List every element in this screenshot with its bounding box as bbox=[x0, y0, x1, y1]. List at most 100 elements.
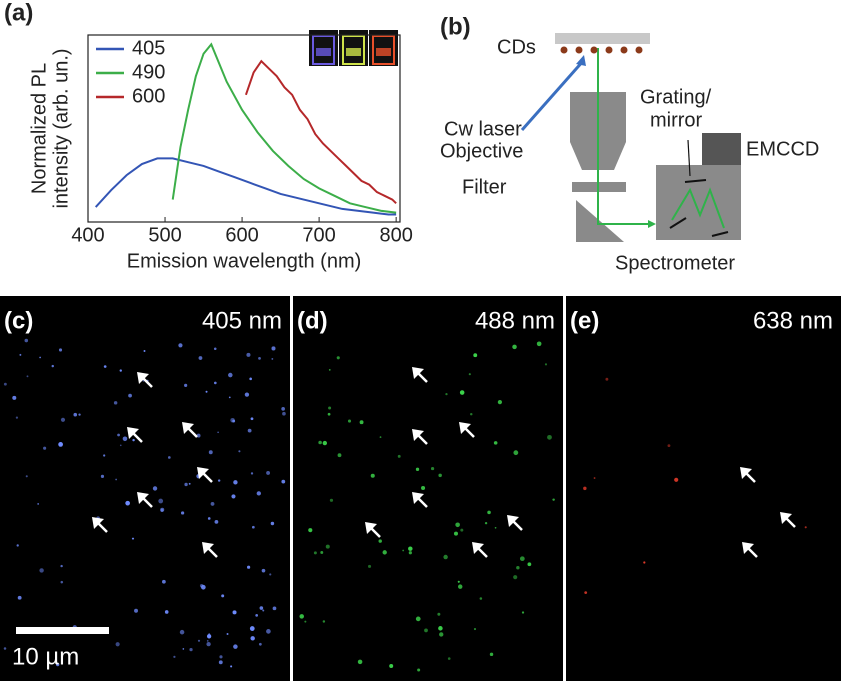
x-tick-label: 600 bbox=[225, 224, 258, 246]
particle bbox=[513, 575, 517, 579]
particle bbox=[383, 550, 387, 554]
particle bbox=[120, 369, 122, 371]
particle bbox=[183, 648, 185, 650]
particle bbox=[454, 532, 458, 536]
particle bbox=[455, 523, 460, 528]
micrograph bbox=[0, 296, 290, 681]
particle bbox=[251, 417, 254, 420]
wavelength-label: 638 nm bbox=[753, 307, 833, 334]
y-axis-label: intensity (arb. un.) bbox=[50, 48, 72, 208]
particle bbox=[248, 429, 252, 433]
particle bbox=[271, 346, 275, 350]
particle bbox=[513, 450, 518, 455]
particle bbox=[123, 436, 128, 441]
particle bbox=[337, 356, 340, 359]
particle bbox=[184, 483, 187, 486]
particle bbox=[26, 475, 28, 477]
particle bbox=[128, 394, 132, 398]
particle bbox=[527, 562, 531, 566]
particle bbox=[247, 566, 250, 569]
panel-label: (c) bbox=[4, 307, 33, 334]
particle bbox=[552, 498, 554, 500]
particle bbox=[115, 479, 117, 481]
particle bbox=[214, 382, 217, 385]
x-tick-label: 500 bbox=[148, 224, 181, 246]
x-tick-label: 800 bbox=[379, 224, 412, 246]
particle bbox=[329, 369, 331, 371]
particle bbox=[101, 475, 104, 478]
series-line bbox=[246, 61, 396, 203]
particle bbox=[238, 450, 240, 452]
legend-label: 490 bbox=[132, 61, 165, 83]
particle bbox=[250, 636, 254, 640]
particle bbox=[328, 413, 331, 416]
particle bbox=[78, 413, 80, 415]
particle bbox=[271, 522, 274, 525]
emccd-box bbox=[702, 133, 741, 165]
particle bbox=[37, 503, 39, 505]
objective-label: Objective bbox=[440, 140, 523, 162]
particle bbox=[328, 406, 331, 409]
particle bbox=[25, 339, 29, 343]
particle bbox=[326, 545, 330, 549]
particle bbox=[409, 551, 412, 554]
mirror bbox=[576, 200, 624, 242]
particle bbox=[73, 413, 77, 417]
particle bbox=[180, 630, 185, 635]
particle bbox=[173, 656, 175, 658]
particle bbox=[184, 384, 187, 387]
particle bbox=[668, 444, 671, 447]
spectrometer-label: Spectrometer bbox=[615, 252, 735, 274]
particle bbox=[16, 417, 18, 419]
particle bbox=[218, 479, 220, 481]
panel-label: (b) bbox=[440, 13, 471, 40]
particle bbox=[416, 617, 421, 622]
particle bbox=[320, 551, 323, 554]
particle bbox=[490, 653, 493, 656]
grating-label: Grating/ bbox=[640, 86, 712, 108]
particle bbox=[545, 363, 547, 365]
panel-label: (a) bbox=[4, 0, 33, 26]
particle bbox=[4, 383, 7, 386]
particle bbox=[255, 614, 258, 617]
inset-glow bbox=[346, 48, 361, 56]
particle bbox=[470, 413, 472, 415]
legend-label: 600 bbox=[132, 85, 165, 107]
particle bbox=[114, 401, 117, 404]
inset-glow bbox=[376, 48, 391, 56]
particle bbox=[199, 356, 203, 360]
particle bbox=[4, 647, 7, 650]
particle bbox=[233, 610, 237, 614]
particle bbox=[282, 412, 286, 416]
particle bbox=[480, 597, 483, 600]
particle bbox=[281, 480, 285, 484]
particle bbox=[189, 648, 192, 651]
particle bbox=[269, 573, 271, 575]
particle bbox=[379, 539, 382, 542]
particle bbox=[208, 517, 211, 520]
particle bbox=[318, 441, 322, 445]
particle bbox=[281, 407, 285, 411]
particle bbox=[207, 640, 209, 642]
particle bbox=[162, 580, 166, 584]
particle bbox=[251, 472, 253, 474]
particle bbox=[257, 491, 261, 495]
particle bbox=[227, 633, 229, 635]
particle bbox=[494, 441, 498, 445]
particle bbox=[132, 439, 134, 441]
particle bbox=[358, 660, 363, 665]
particle bbox=[308, 528, 312, 532]
particle bbox=[221, 594, 224, 597]
cd-dot bbox=[636, 47, 643, 54]
particle bbox=[231, 494, 235, 498]
x-tick-label: 400 bbox=[71, 224, 104, 246]
particle bbox=[219, 660, 223, 664]
particle bbox=[437, 613, 440, 616]
grating-label: mirror bbox=[650, 109, 703, 131]
particle bbox=[39, 568, 43, 572]
particle bbox=[245, 392, 249, 396]
particle bbox=[58, 442, 63, 447]
particle bbox=[547, 435, 552, 440]
